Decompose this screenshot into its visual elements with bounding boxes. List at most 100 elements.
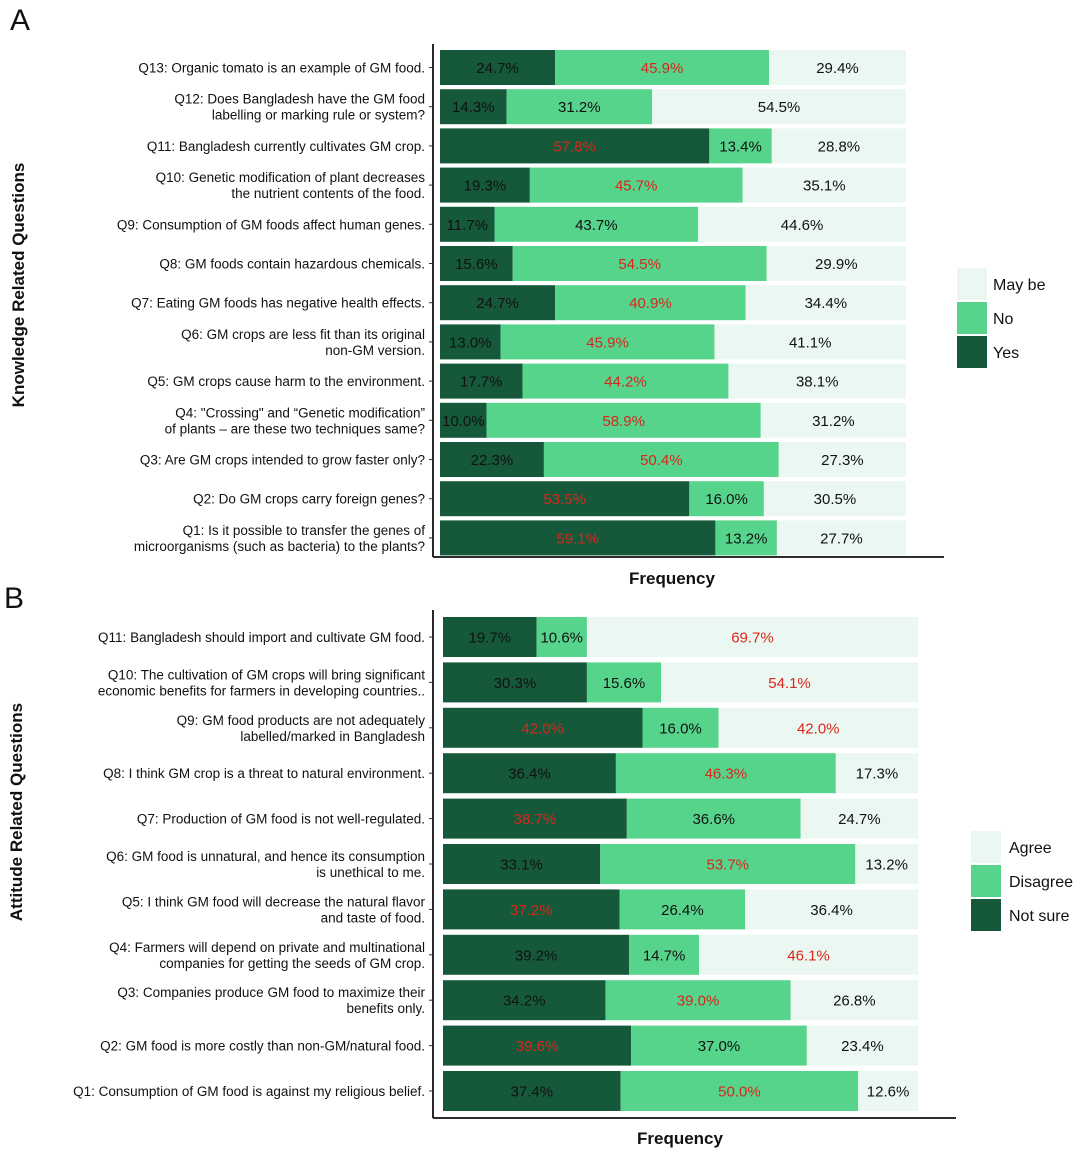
legend-key	[971, 865, 1001, 897]
legend: May be No Yes	[957, 268, 1046, 368]
data-label: 30.3%	[494, 675, 537, 692]
bar-segment-not-sure	[443, 707, 643, 748]
bar-segment-agree	[855, 844, 918, 884]
data-label: 42.0%	[521, 720, 564, 737]
bar-segment-not-sure	[443, 662, 587, 703]
data-label: 37.2%	[510, 902, 553, 919]
bar-row: Q13: Organic tomato is an example of GM …	[138, 50, 906, 85]
data-label: 15.6%	[455, 256, 498, 273]
bar-row: Q10: The cultivation of GM crops will br…	[98, 662, 918, 703]
category-label: Q1: Is it possible to transfer the genes…	[134, 523, 425, 554]
data-label: 36.6%	[692, 811, 735, 828]
bar-segment-agree	[745, 889, 918, 930]
data-label: 19.7%	[469, 630, 512, 647]
data-label: 50.4%	[640, 452, 683, 469]
bar-row: Q3: Companies produce GM food to maximiz…	[117, 980, 918, 1021]
legend-label: Not sure	[1009, 908, 1070, 925]
panel-label: B	[4, 582, 24, 615]
bar-segment-no	[543, 442, 779, 477]
data-label: 33.1%	[500, 857, 543, 874]
data-label: 43.7%	[575, 217, 618, 234]
data-label: 13.2%	[865, 857, 908, 874]
legend: Agree Disagree Not sure	[971, 831, 1073, 931]
bar-segment-not-sure	[443, 798, 627, 839]
legend-label: Disagree	[1009, 874, 1073, 891]
category-label: Q7: Eating GM foods has negative health …	[131, 296, 425, 311]
bar-segment-no	[506, 89, 653, 125]
bar-segment-disagree	[586, 662, 662, 703]
bar-segment-may-be	[766, 246, 906, 281]
bar-segment-yes	[440, 363, 523, 399]
data-label: 37.4%	[511, 1084, 554, 1101]
bar-segment-no	[709, 128, 772, 164]
legend-key	[971, 831, 1001, 863]
bar-segment-yes	[440, 89, 507, 125]
bar-segment-disagree	[600, 844, 856, 884]
bar-row: Q5: I think GM food will decrease the na…	[122, 889, 918, 930]
category-label: Q3: Companies produce GM food to maximiz…	[117, 985, 425, 1016]
data-label: 45.9%	[586, 334, 629, 351]
x-axis-title: Frequency	[637, 1129, 724, 1148]
data-label: 40.9%	[629, 295, 672, 312]
data-label: 22.3%	[471, 452, 514, 469]
data-label: 10.0%	[442, 413, 485, 430]
category-label: Q2: GM food is more costly than non-GM/n…	[100, 1039, 425, 1054]
bar-segment-no	[529, 167, 743, 203]
data-label: 57.8%	[553, 138, 596, 155]
data-label: 13.4%	[719, 138, 762, 155]
category-label: Q9: Consumption of GM foods affect human…	[117, 217, 425, 232]
legend-key	[957, 268, 987, 300]
bar-segment-not-sure	[443, 753, 616, 794]
data-label: 12.6%	[867, 1084, 910, 1101]
data-label: 46.3%	[705, 766, 748, 783]
bar-row: Q1: Is it possible to transfer the genes…	[134, 520, 906, 556]
y-axis-title: Attitude Related Questions	[7, 703, 26, 921]
bar-segment-yes	[440, 520, 716, 556]
data-label: 24.7%	[476, 60, 519, 77]
legend-key	[957, 336, 987, 368]
data-label: 44.6%	[781, 217, 824, 234]
data-label: 35.1%	[803, 178, 846, 195]
category-label: Q13: Organic tomato is an example of GM …	[138, 61, 425, 76]
bar-row: Q12: Does Bangladesh have the GM food lab…	[174, 89, 906, 125]
bar-segment-no	[512, 246, 767, 281]
bar-segment-agree	[790, 980, 918, 1021]
data-label: 13.2%	[725, 530, 768, 547]
bar-segment-yes	[440, 50, 556, 85]
bar-segment-disagree	[536, 617, 587, 657]
bar-segment-may-be	[742, 167, 906, 203]
category-label: Q11: Bangladesh should import and cultiv…	[98, 630, 425, 645]
bar-segment-yes	[440, 128, 710, 164]
bar-segment-disagree	[626, 798, 801, 839]
data-label: 28.8%	[818, 138, 861, 155]
data-label: 38.7%	[514, 811, 557, 828]
bar-segment-disagree	[605, 980, 791, 1021]
data-label: 37.0%	[698, 1038, 741, 1055]
data-label: 54.5%	[758, 99, 801, 116]
bar-row: Q6: GM crops are less fit than its origi…	[181, 324, 906, 360]
bar-segment-yes	[440, 324, 501, 360]
bar-segment-no	[486, 402, 761, 438]
bar-row: Q4: "Crossing" and “Genetic modification…	[165, 402, 906, 438]
bar-row: Q3: Are GM crops intended to grow faster…	[140, 442, 906, 477]
bar-segment-agree	[806, 1025, 918, 1066]
bar-segment-not-sure	[443, 934, 630, 975]
data-label: 19.3%	[464, 178, 507, 195]
bar-segment-no	[500, 324, 715, 360]
category-label: Q6: GM food is unnatural, and hence its …	[106, 849, 425, 880]
data-label: 29.9%	[815, 256, 858, 273]
data-label: 24.7%	[476, 295, 519, 312]
bar-segment-no	[555, 285, 746, 321]
data-label: 31.2%	[558, 99, 601, 116]
legend-label: Agree	[1009, 840, 1052, 857]
data-label: 36.4%	[508, 766, 551, 783]
data-label: 69.7%	[731, 630, 774, 647]
bar-segment-yes	[440, 285, 556, 321]
data-label: 23.4%	[841, 1038, 884, 1055]
category-label: Q10: Genetic modification of plant decre…	[156, 170, 426, 201]
bar-row: Q9: GM food products are not adequately l…	[177, 707, 918, 748]
bar-segment-agree	[718, 707, 918, 748]
category-label: Q4: Farmers will depend on private and m…	[109, 940, 425, 971]
bar-segment-no	[689, 481, 764, 517]
legend-label: May be	[993, 277, 1046, 294]
